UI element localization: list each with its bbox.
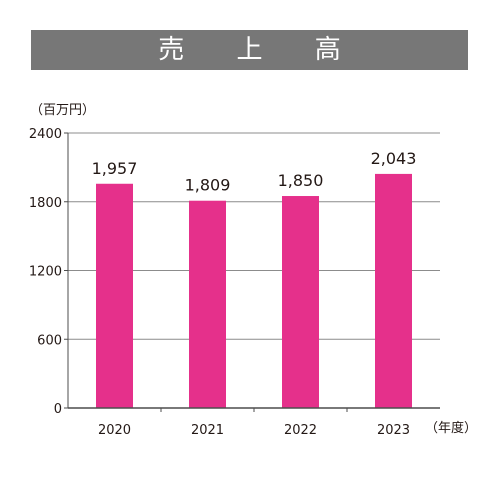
y-tick-label-1200: 1200 bbox=[29, 265, 62, 280]
y-tick-label-600: 600 bbox=[37, 333, 62, 348]
chart-title: 売 上 高 bbox=[158, 35, 363, 65]
x-tick-label-2022: 2022 bbox=[284, 423, 317, 438]
bar-value-label-2022: 1,850 bbox=[278, 171, 324, 190]
y-tick-label-0: 0 bbox=[54, 402, 62, 417]
y-unit-label: （百万円） bbox=[30, 103, 96, 118]
bar-value-label-2023: 2,043 bbox=[371, 149, 417, 168]
bar-value-label-2020: 1,957 bbox=[92, 159, 138, 178]
bar-2023 bbox=[375, 173, 412, 408]
y-tick-label-2400: 2400 bbox=[29, 127, 62, 142]
bar-value-label-2021: 1,809 bbox=[185, 176, 231, 195]
x-tick-label-2020: 2020 bbox=[98, 423, 131, 438]
y-tick-label-1800: 1800 bbox=[29, 196, 62, 211]
title-banner: 売 上 高 bbox=[31, 30, 468, 70]
x-tick-label-2023: 2023 bbox=[377, 423, 410, 438]
x-unit-label: （年度） bbox=[425, 421, 478, 436]
x-tick-label-2021: 2021 bbox=[191, 423, 224, 438]
bar-2022 bbox=[282, 196, 319, 408]
bar-2021 bbox=[189, 200, 226, 408]
bar-2020 bbox=[96, 183, 133, 408]
